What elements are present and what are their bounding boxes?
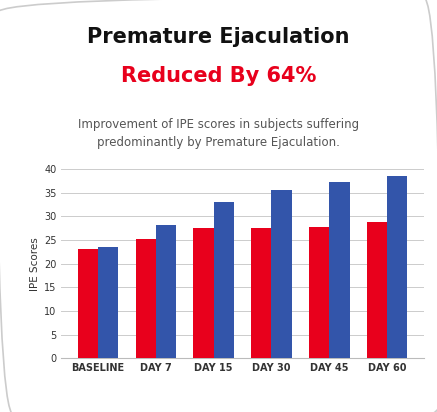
Bar [309,227,329,358]
Bar [193,228,214,358]
Y-axis label: IPE Scores: IPE Scores [30,237,40,290]
Bar [387,176,407,358]
Bar [251,228,271,358]
Text: Improvement of IPE scores in subjects suffering
predominantly by Premature Ejacu: Improvement of IPE scores in subjects su… [78,118,359,149]
Bar [156,225,176,358]
Bar [367,222,387,358]
Bar [214,202,234,358]
Bar [135,239,156,358]
Bar [78,249,98,358]
Bar [271,190,292,358]
Bar [329,182,350,358]
Text: Reduced By 64%: Reduced By 64% [121,66,316,86]
Text: Premature Ejaculation: Premature Ejaculation [87,27,350,47]
Bar [98,247,118,358]
